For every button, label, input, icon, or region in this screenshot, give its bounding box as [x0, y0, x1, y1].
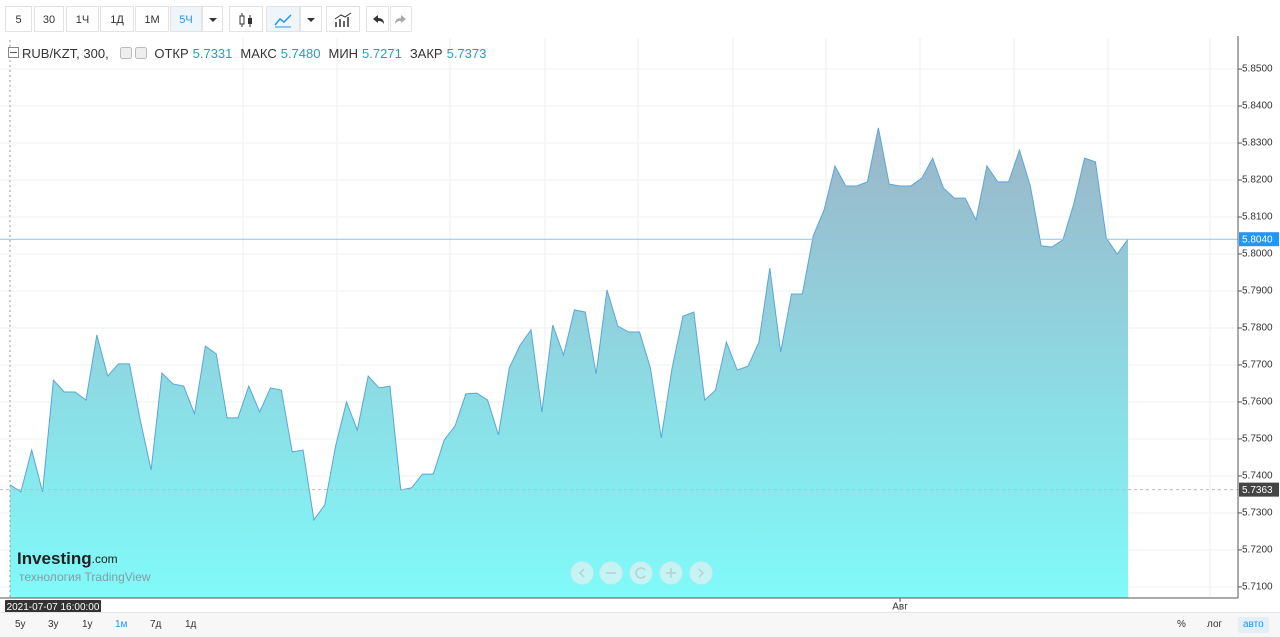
plot [0, 127, 1238, 598]
y-tick-label: 5.8400 [1242, 101, 1273, 112]
reset-button[interactable] [629, 561, 653, 585]
legend-field-value: 5.7271 [362, 46, 402, 61]
y-tick-label: 5.8000 [1242, 249, 1273, 260]
legend-field-value: 5.7373 [446, 46, 487, 61]
scroll-right-button[interactable] [689, 561, 713, 585]
x-tick-label: Авг [892, 602, 908, 612]
y-tick-label: 5.8100 [1242, 212, 1273, 223]
redo-button[interactable] [390, 6, 412, 32]
scale-button[interactable]: авто [1238, 617, 1269, 633]
y-tick-label: 5.7800 [1242, 323, 1273, 334]
legend-field-name: МАКС [240, 46, 277, 61]
legend-icons [120, 47, 148, 59]
candles-button[interactable] [229, 6, 263, 32]
y-axis: 5.7100 5.7200 5.7300 5.7400 5.7500 5.7600 5.77… [892, 64, 1279, 612]
y-tick-label: 5.8200 [1242, 175, 1273, 186]
interval-button[interactable]: 5 [5, 6, 32, 32]
undo-button[interactable] [366, 6, 389, 32]
scroll-left-button[interactable] [570, 561, 594, 585]
navigation-icons [578, 568, 705, 578]
y-tick-label: 5.7500 [1242, 434, 1273, 445]
y-tick-label: 5.7900 [1242, 286, 1273, 297]
crosshair-label: 2021-07-07 16:00:00 [7, 602, 100, 612]
bottom-bar: 5y 3y 1y 1м 7д 1д% лог авто [0, 612, 1280, 637]
y-tick-label: 5.7600 [1242, 397, 1273, 408]
legend-field-name: МИН [328, 46, 359, 61]
redo-icon [395, 15, 406, 24]
range-button[interactable]: 1д [185, 619, 197, 630]
y-tick-label: 5.7300 [1242, 508, 1273, 519]
candles-icon [239, 13, 252, 27]
style-dropdown[interactable] [300, 6, 322, 32]
price-label: 5.7363 [1242, 485, 1273, 496]
range-button[interactable]: 5y [15, 619, 26, 630]
reset-icon [635, 567, 646, 579]
line-button[interactable] [266, 6, 300, 32]
watermark-brand: Investing.com [17, 549, 118, 568]
interval-button[interactable]: 5Ч [170, 6, 202, 32]
caret [208, 18, 217, 22]
legend-field-value: 5.7331 [192, 46, 233, 61]
interval-dropdown[interactable] [202, 6, 223, 32]
toolbar: 5 30 1Ч 1Д 1М 5Ч [0, 0, 1280, 37]
indicators-button[interactable] [326, 6, 360, 32]
area-fill [10, 127, 1128, 598]
y-tick-label: 5.8500 [1242, 64, 1273, 75]
chart: 5.7100 5.7200 5.7300 5.7400 5.7500 5.7600 5.77… [0, 36, 1280, 612]
legend-field-value: 5.7480 [280, 46, 321, 61]
watermark-tagline: технология TradingView [19, 570, 151, 584]
y-tick-label: 5.7400 [1242, 471, 1273, 482]
scale-button[interactable]: лог [1207, 619, 1223, 630]
watermark-suffix: .com [92, 552, 118, 566]
interval-button[interactable]: 1Ч [66, 6, 99, 32]
legend-field-name: ОТКР [154, 46, 189, 61]
interval-button[interactable]: 1М [135, 6, 169, 32]
caret [307, 18, 315, 22]
price-label: 5.8040 [1242, 234, 1273, 245]
line-icon [274, 14, 292, 28]
navigation [570, 561, 713, 585]
undo-icon [372, 15, 384, 24]
scale-button[interactable]: % [1177, 619, 1186, 630]
indicators-icon [334, 12, 352, 27]
y-tick-label: 5.7200 [1242, 545, 1273, 556]
price-label-box [1239, 482, 1279, 497]
interval-button[interactable]: 1Д [100, 6, 134, 32]
y-tick-label: 5.7100 [1242, 582, 1273, 593]
range-button[interactable]: 7д [150, 619, 162, 630]
range-button[interactable]: 3y [48, 619, 59, 630]
area-line [9, 127, 1129, 522]
interval-button[interactable]: 30 [34, 6, 64, 32]
price-label-box [1239, 232, 1279, 247]
crosshair-label-box [5, 600, 101, 612]
range-button[interactable]: 1y [82, 619, 93, 630]
y-tick-label: 5.7700 [1242, 360, 1273, 371]
legend-fields: ОТКР 5.7331 МАКС 5.7480 МИН 5.7271 ЗАКР 5.7373 [154, 46, 494, 61]
range-button[interactable]: 1м [115, 619, 128, 630]
legend: RUB/KZT, 300, ОТКР 5.7331 МАКС 5.7480 МИН 5.7… [8, 45, 498, 63]
watermark-brand-text: Investing [17, 549, 92, 568]
collapse-icon[interactable] [8, 47, 20, 59]
legend-field-name: ЗАКР [409, 46, 443, 61]
legend-symbol: RUB/KZT, 300, [22, 46, 109, 61]
y-tick-label: 5.8300 [1242, 138, 1273, 149]
